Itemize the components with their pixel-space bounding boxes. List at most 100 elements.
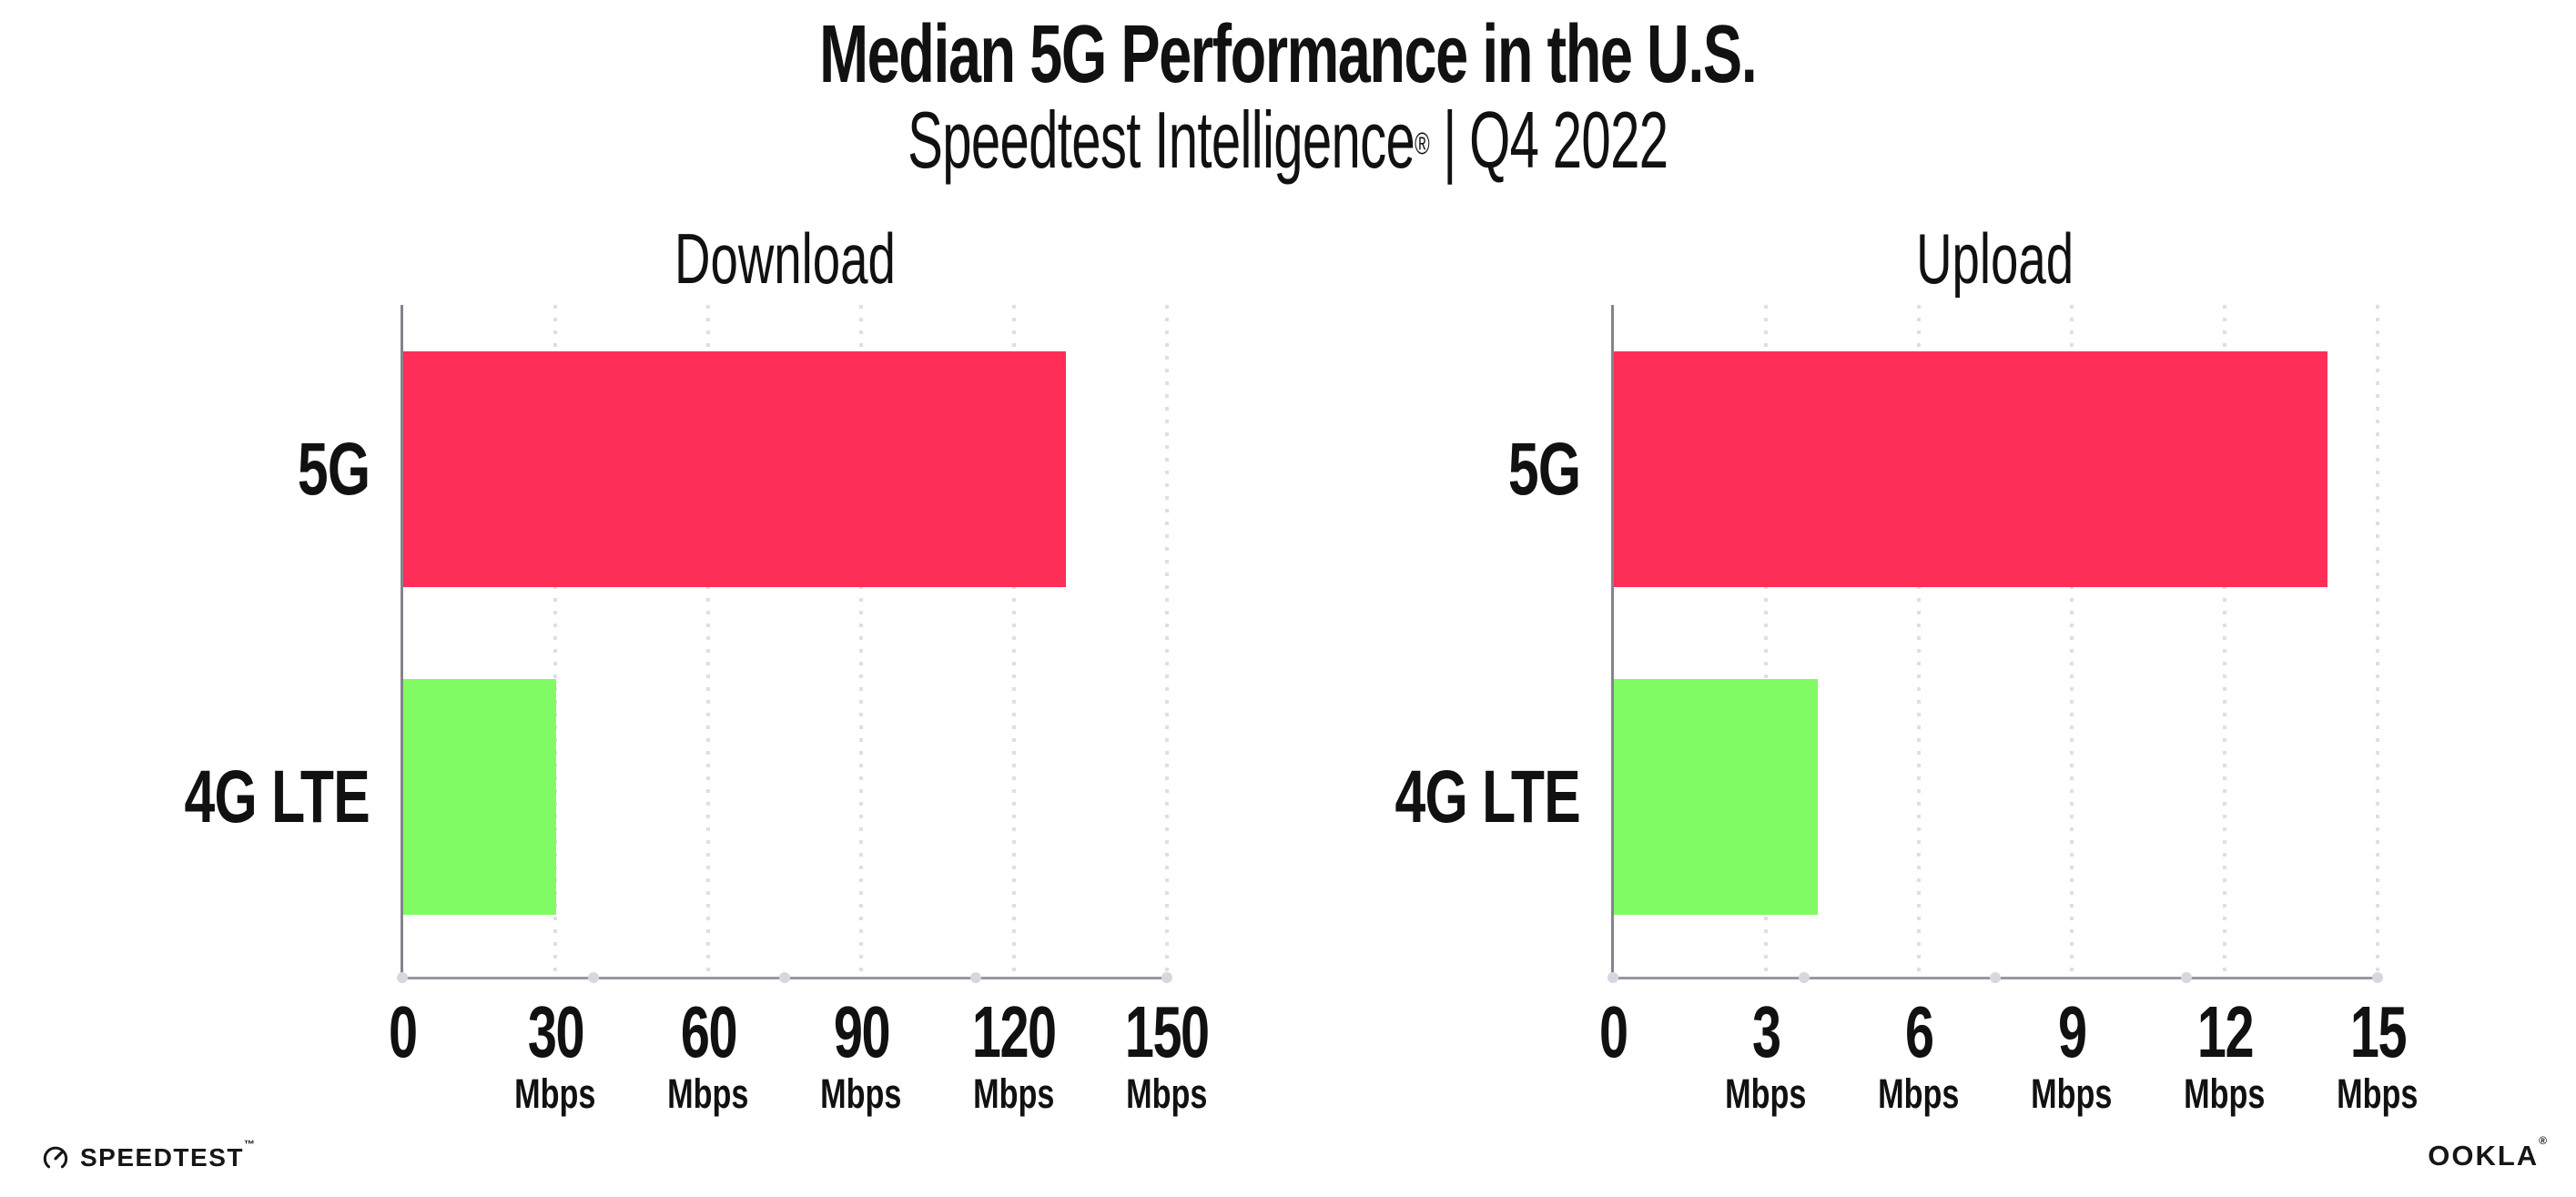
x-tick-value: 0: [330, 993, 475, 1071]
speedtest-label: SPEEDTEST: [80, 1143, 244, 1172]
x-tick-unit-text: Mbps: [667, 1070, 749, 1117]
gridline-120: [1012, 305, 1016, 977]
category-label-text: 4G LTE: [184, 755, 370, 838]
x-tick-value: 6: [1846, 993, 1992, 1071]
gridline-150: [1165, 305, 1169, 977]
y-axis-line: [401, 305, 403, 979]
x-tick-unit-text: Mbps: [1725, 1070, 1807, 1117]
ookla-logo: OOKLA®: [2428, 1134, 2549, 1172]
subtitle-divider: |: [1443, 95, 1456, 185]
y-axis-line: [1611, 305, 1614, 979]
speedtest-logo: SPEEDTEST™: [42, 1134, 256, 1182]
x-tick-150: 150 Mbps: [1094, 993, 1240, 1117]
x-tick-value-text: 150: [1125, 991, 1210, 1072]
download-plot-area: 5G 4G LTE 0 30 Mbps 60 Mbps 90 Mbps 120 Mbps 150 Mbp…: [185, 305, 1210, 1117]
x-axis-dot: [1607, 972, 1618, 983]
category-label-4g-lte: 4G LTE: [1330, 755, 1581, 838]
bar-5g: [403, 351, 1066, 587]
upload-plot-area: 5G 4G LTE 0 3 Mbps 6 Mbps 9 Mbps 12 Mbps 15 Mbps: [1395, 305, 2419, 1117]
gridline-6: [1917, 305, 1921, 977]
x-axis-dot: [970, 972, 981, 983]
x-tick-value-text: 15: [2349, 991, 2407, 1072]
x-tick-0: 0: [330, 993, 475, 1071]
x-tick-unit: Mbps: [635, 1071, 781, 1117]
x-tick-90: 90 Mbps: [788, 993, 934, 1117]
x-tick-15: 15 Mbps: [2305, 993, 2450, 1117]
trademark-icon: ™: [243, 1138, 257, 1151]
x-tick-unit-text: Mbps: [1126, 1070, 1208, 1117]
ookla-wordmark: OOKLA: [2428, 1140, 2540, 1172]
x-tick-value-text: 30: [527, 991, 584, 1072]
upload-chart-title: Upload: [1613, 222, 2378, 295]
x-tick-unit: Mbps: [941, 1071, 1087, 1117]
category-label-4g-lte: 4G LTE: [119, 755, 370, 838]
bar-4g-lte: [1614, 679, 1818, 915]
gridline-15: [2376, 305, 2379, 977]
x-tick-unit: Mbps: [1693, 1071, 1839, 1117]
gridline-60: [706, 305, 710, 977]
x-tick-value: 90: [788, 993, 934, 1071]
x-tick-3: 3 Mbps: [1693, 993, 1839, 1117]
gridline-30: [553, 305, 557, 977]
download-chart-title: Download: [402, 222, 1167, 295]
x-tick-value-text: 9: [2057, 991, 2087, 1072]
x-tick-0: 0: [1540, 993, 1686, 1071]
x-tick-30: 30 Mbps: [482, 993, 628, 1117]
x-axis-dot: [2372, 972, 2383, 983]
x-tick-value: 60: [635, 993, 781, 1071]
x-tick-9: 9 Mbps: [1999, 993, 2145, 1117]
x-axis-dot: [397, 972, 408, 983]
x-tick-value: 150: [1094, 993, 1240, 1071]
gridline-9: [2070, 305, 2074, 977]
x-tick-value-text: 3: [1751, 991, 1781, 1072]
x-tick-unit: Mbps: [2305, 1071, 2450, 1117]
category-label-text: 5G: [1507, 427, 1581, 511]
registered-mark-icon: ®: [1415, 127, 1430, 161]
x-tick-unit-text: Mbps: [2184, 1070, 2266, 1117]
speedtest-gauge-icon: [43, 1146, 68, 1171]
category-label-5g: 5G: [1483, 427, 1581, 511]
x-tick-value-text: 120: [972, 991, 1057, 1072]
ookla-registered-icon: ®: [2539, 1134, 2549, 1147]
x-tick-value: 120: [941, 993, 1087, 1071]
category-label-text: 4G LTE: [1394, 755, 1581, 838]
gridline-90: [859, 305, 863, 977]
x-tick-value-text: 0: [1598, 991, 1628, 1072]
x-axis-dot: [779, 972, 790, 983]
x-tick-value-text: 60: [680, 991, 737, 1072]
x-tick-unit: Mbps: [2152, 1071, 2297, 1117]
page-title: Median 5G Performance in the U.S.: [0, 9, 2576, 100]
x-tick-unit: Mbps: [1999, 1071, 2145, 1117]
x-tick-value: 9: [1999, 993, 2145, 1071]
x-tick-12: 12 Mbps: [2152, 993, 2297, 1117]
subtitle-brand: Speedtest Intelligence: [908, 95, 1415, 185]
x-tick-unit-text: Mbps: [2031, 1070, 2113, 1117]
x-tick-value: 3: [1693, 993, 1839, 1071]
subtitle-quarter: Q4 2022: [1469, 95, 1668, 185]
category-label-text: 5G: [297, 427, 370, 511]
x-tick-unit: Mbps: [1094, 1071, 1240, 1117]
x-tick-value-text: 6: [1904, 991, 1934, 1072]
x-tick-120: 120 Mbps: [941, 993, 1087, 1117]
x-axis-dot: [1799, 972, 1810, 983]
page-title-text: Median 5G Performance in the U.S.: [819, 9, 1758, 100]
x-tick-value: 12: [2152, 993, 2297, 1071]
x-tick-value: 30: [482, 993, 628, 1071]
x-tick-unit: Mbps: [482, 1071, 628, 1117]
x-tick-value-text: 90: [833, 991, 890, 1072]
page-subtitle: Speedtest Intelligence® | Q4 2022: [0, 95, 2576, 186]
gridline-12: [2223, 305, 2226, 977]
x-tick-unit: Mbps: [1846, 1071, 1992, 1117]
x-tick-unit-text: Mbps: [2337, 1070, 2419, 1117]
x-tick-unit-text: Mbps: [1878, 1070, 1960, 1117]
speedtest-wordmark: SPEEDTEST™: [80, 1138, 256, 1172]
x-tick-60: 60 Mbps: [635, 993, 781, 1117]
x-axis-dot: [2181, 972, 2192, 983]
x-tick-value: 0: [1540, 993, 1686, 1071]
x-axis-dot: [1990, 972, 2001, 983]
x-tick-value: 15: [2305, 993, 2450, 1071]
upload-chart-title-text: Upload: [1916, 218, 2074, 299]
x-tick-unit-text: Mbps: [973, 1070, 1055, 1117]
page-subtitle-text: Speedtest Intelligence® | Q4 2022: [908, 95, 1668, 186]
